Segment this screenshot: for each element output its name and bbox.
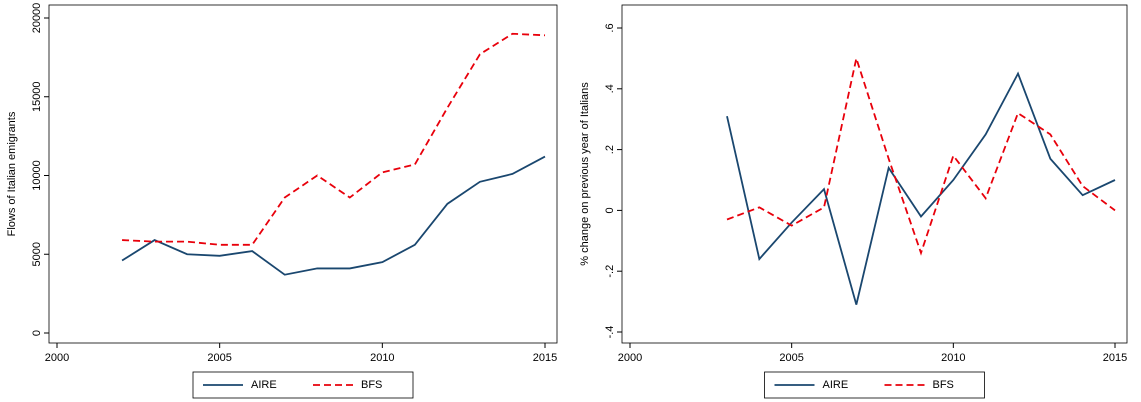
y-tick-label: 15000 <box>31 81 43 112</box>
x-tick-label: 2000 <box>45 352 69 364</box>
legend-box <box>764 371 985 399</box>
plot-frame <box>48 4 558 344</box>
x-tick-label: 2015 <box>1103 352 1127 364</box>
y-axis-label: Flows of Italian emigrants <box>6 111 18 236</box>
x-tick-label: 2010 <box>941 352 965 364</box>
x-tick-label: 2005 <box>779 352 803 364</box>
y-tick-label: 0 <box>31 330 43 336</box>
y-axis-label: % change on previous year of Italians <box>579 82 591 266</box>
data-line <box>121 155 546 276</box>
data-line <box>726 54 1116 256</box>
x-tick-label: 2005 <box>207 352 231 364</box>
data-line <box>122 32 546 246</box>
y-tick-label: 0 <box>604 207 616 213</box>
y-tick-label: .6 <box>604 23 616 32</box>
data-line <box>726 71 1116 305</box>
legend-label: AIRE <box>251 379 277 391</box>
y-tick-label: -.4 <box>604 326 616 339</box>
x-tick-label: 2000 <box>618 352 642 364</box>
plot-frame <box>621 4 1128 344</box>
legend-label: BFS <box>361 379 382 391</box>
y-tick-label: .4 <box>604 84 616 93</box>
x-tick-label: 2010 <box>370 352 394 364</box>
x-tick-label: 2015 <box>533 352 557 364</box>
y-tick-label: 20000 <box>31 3 43 34</box>
y-tick-label: 10000 <box>31 160 43 191</box>
y-tick-label: 5000 <box>31 242 43 266</box>
y-tick-label: .2 <box>604 145 616 154</box>
y-tick-label: -.2 <box>604 265 616 278</box>
legend-label: AIRE <box>823 379 849 391</box>
legend-box <box>192 371 414 399</box>
legend-label: BFS <box>933 379 954 391</box>
